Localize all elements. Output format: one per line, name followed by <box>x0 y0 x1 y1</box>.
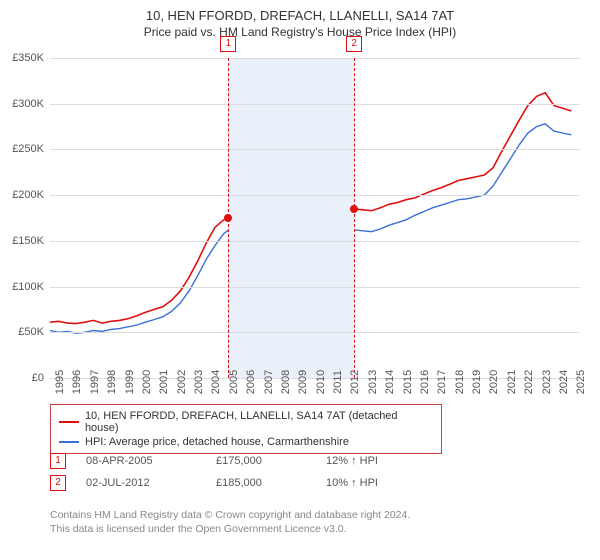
y-tick-label: £350K <box>12 52 44 64</box>
y-tick-label: £150K <box>12 235 44 247</box>
legend-item: 10, HEN FFORDD, DREFACH, LLANELLI, SA14 … <box>59 409 433 435</box>
sale-marker: 2 <box>346 36 362 52</box>
x-tick-label: 1996 <box>71 370 83 394</box>
x-tick-label: 2012 <box>349 370 361 394</box>
sale-hpi-delta: 12% ↑ HPI <box>326 455 378 467</box>
sale-marker-inline: 2 <box>50 475 66 491</box>
x-tick-label: 1998 <box>106 370 118 394</box>
x-tick-label: 2014 <box>384 370 396 394</box>
chart-title: 10, HEN FFORDD, DREFACH, LLANELLI, SA14 … <box>0 0 600 23</box>
legend-swatch <box>59 421 79 423</box>
x-tick-label: 2015 <box>402 370 414 394</box>
y-tick-label: £200K <box>12 189 44 201</box>
x-tick-label: 2024 <box>558 370 570 394</box>
x-tick-label: 2006 <box>245 370 257 394</box>
gridline-h <box>50 58 580 59</box>
sale-point <box>224 214 232 222</box>
sale-price: £185,000 <box>216 477 306 489</box>
legend-label: HPI: Average price, detached house, Carm… <box>85 436 349 448</box>
y-tick-label: £100K <box>12 281 44 293</box>
plot-area: £0£50K£100K£150K£200K£250K£300K£350K1219… <box>50 58 580 378</box>
sales-row: 2 02-JUL-2012 £185,000 10% ↑ HPI <box>50 472 378 494</box>
gridline-h <box>50 241 580 242</box>
sale-point <box>350 205 358 213</box>
x-tick-label: 2025 <box>575 370 587 394</box>
x-tick-label: 2008 <box>280 370 292 394</box>
gridline-h <box>50 287 580 288</box>
y-tick-label: £50K <box>18 326 44 338</box>
x-tick-label: 2023 <box>541 370 553 394</box>
x-tick-label: 2004 <box>210 370 222 394</box>
attribution: Contains HM Land Registry data © Crown c… <box>50 508 410 536</box>
x-tick-label: 2019 <box>471 370 483 394</box>
x-tick-label: 2002 <box>176 370 188 394</box>
sale-vline <box>354 58 355 378</box>
legend: 10, HEN FFORDD, DREFACH, LLANELLI, SA14 … <box>50 404 442 454</box>
legend-item: HPI: Average price, detached house, Carm… <box>59 435 433 449</box>
attribution-line: Contains HM Land Registry data © Crown c… <box>50 508 410 522</box>
x-tick-label: 2016 <box>419 370 431 394</box>
sale-marker: 1 <box>220 36 236 52</box>
x-tick-label: 2022 <box>523 370 535 394</box>
legend-label: 10, HEN FFORDD, DREFACH, LLANELLI, SA14 … <box>85 410 433 434</box>
x-tick-label: 2017 <box>436 370 448 394</box>
x-tick-label: 2005 <box>228 370 240 394</box>
x-tick-label: 2007 <box>263 370 275 394</box>
sale-date: 08-APR-2005 <box>86 455 196 467</box>
gridline-h <box>50 149 580 150</box>
gridline-h <box>50 195 580 196</box>
sales-row: 1 08-APR-2005 £175,000 12% ↑ HPI <box>50 450 378 472</box>
gridline-h <box>50 332 580 333</box>
x-tick-label: 2020 <box>488 370 500 394</box>
chart-container: 10, HEN FFORDD, DREFACH, LLANELLI, SA14 … <box>0 0 600 560</box>
sale-hpi-delta: 10% ↑ HPI <box>326 477 378 489</box>
x-tick-label: 2013 <box>367 370 379 394</box>
x-tick-label: 2021 <box>506 370 518 394</box>
y-tick-label: £300K <box>12 98 44 110</box>
x-tick-label: 2001 <box>158 370 170 394</box>
x-tick-label: 2009 <box>297 370 309 394</box>
x-tick-label: 1995 <box>54 370 66 394</box>
x-tick-label: 2003 <box>193 370 205 394</box>
gridline-h <box>50 104 580 105</box>
x-tick-label: 2000 <box>141 370 153 394</box>
x-tick-label: 2018 <box>454 370 466 394</box>
y-tick-label: £0 <box>32 372 44 384</box>
chart-subtitle: Price paid vs. HM Land Registry's House … <box>0 23 600 45</box>
attribution-line: This data is licensed under the Open Gov… <box>50 522 410 536</box>
x-tick-label: 1999 <box>124 370 136 394</box>
x-tick-label: 2010 <box>315 370 327 394</box>
x-tick-label: 2011 <box>332 370 344 394</box>
legend-swatch <box>59 441 79 443</box>
sale-marker-inline: 1 <box>50 453 66 469</box>
sale-price: £175,000 <box>216 455 306 467</box>
hpi-band <box>228 58 354 378</box>
sales-table: 1 08-APR-2005 £175,000 12% ↑ HPI 2 02-JUL-201… <box>50 450 378 494</box>
y-tick-label: £250K <box>12 143 44 155</box>
sale-date: 02-JUL-2012 <box>86 477 196 489</box>
x-tick-label: 1997 <box>89 370 101 394</box>
